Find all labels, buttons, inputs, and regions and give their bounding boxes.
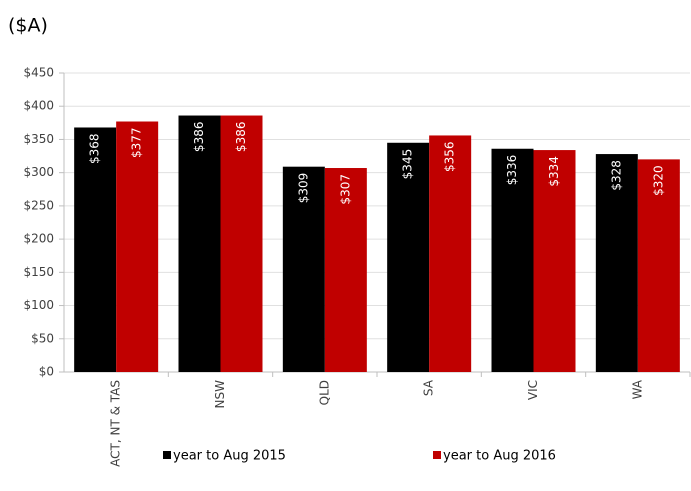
y-tick-label: $150 <box>23 265 54 279</box>
bar <box>429 135 472 372</box>
legend-label: year to Aug 2015 <box>173 449 286 464</box>
bar <box>324 168 367 372</box>
data-label: $336 <box>505 155 519 186</box>
y-tick-label: $250 <box>23 198 54 212</box>
x-tick-label: SA <box>422 379 436 396</box>
bar <box>387 142 430 372</box>
data-label: $345 <box>401 149 415 180</box>
data-label: $334 <box>547 156 561 187</box>
data-label: $320 <box>651 165 665 196</box>
legend-swatch <box>163 451 171 459</box>
legend-swatch <box>433 451 441 459</box>
y-tick-label: $400 <box>23 99 54 113</box>
bar <box>220 115 263 372</box>
y-tick-label: $350 <box>23 132 54 146</box>
y-tick-label: $100 <box>23 298 54 312</box>
data-label: $386 <box>234 122 248 153</box>
data-label: $307 <box>338 174 352 205</box>
x-tick-label: NSW <box>213 380 227 409</box>
y-tick-label: $450 <box>23 66 54 80</box>
bar <box>491 148 534 372</box>
data-label: $368 <box>88 133 102 164</box>
bar <box>74 127 117 373</box>
data-label: $309 <box>296 173 310 204</box>
bar <box>116 121 159 372</box>
bar <box>533 150 576 372</box>
data-label: $377 <box>130 128 144 159</box>
x-tick-label: QLD <box>317 380 331 405</box>
y-tick-label: $200 <box>23 232 54 246</box>
legend-label: year to Aug 2016 <box>443 449 556 464</box>
bar <box>637 159 680 372</box>
chart-title: ($A) <box>8 15 48 37</box>
bar <box>282 166 325 372</box>
y-tick-label: $0 <box>39 365 54 379</box>
data-label: $356 <box>443 141 457 172</box>
x-tick-label: WA <box>630 379 644 399</box>
data-label: $328 <box>609 160 623 191</box>
bar <box>595 154 638 372</box>
y-tick-label: $50 <box>31 331 54 345</box>
bar <box>178 115 221 372</box>
x-tick-label: VIC <box>526 380 540 400</box>
y-tick-label: $300 <box>23 165 54 179</box>
data-label: $386 <box>192 122 206 153</box>
x-tick-label: ACT, NT & TAS <box>109 380 123 467</box>
